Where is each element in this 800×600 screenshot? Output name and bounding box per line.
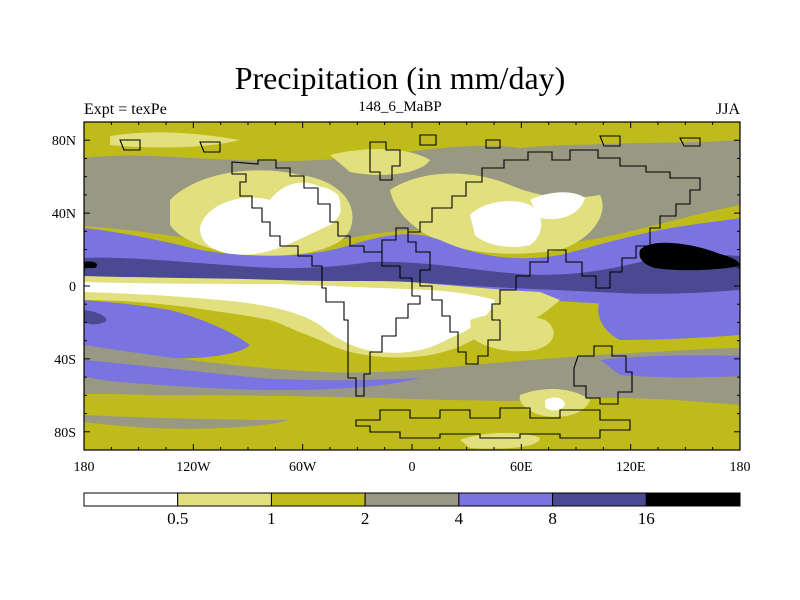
x-tick-label: 60E (510, 460, 533, 475)
colorbar-swatch (364, 492, 460, 507)
colorbar-swatch (270, 492, 366, 507)
colorbar-swatch (552, 492, 647, 507)
x-tick-label: 180 (74, 460, 95, 475)
coastline-arctic-islands (119, 134, 701, 153)
map-title: Precipitation (in mm/day) (234, 60, 566, 96)
coastline-greenland (369, 141, 401, 181)
field-darkblue-itcz (84, 254, 740, 294)
coastline-americas (231, 159, 421, 397)
axis-tick-labels: 180 120W 60W 0 60E 120E 180 80N 40N 0 40S 80S (52, 134, 751, 475)
x-tick-label: 120E (616, 460, 646, 475)
coastline-europe (381, 227, 409, 252)
field-white-ant (545, 397, 565, 411)
field-lavender-sh-east (598, 295, 740, 340)
colorbar (83, 492, 741, 507)
colorbar-swatch (645, 492, 741, 507)
coastlines (119, 134, 701, 439)
field-lavender-so (84, 360, 420, 390)
coastline-australia (573, 345, 633, 405)
precip-field (84, 122, 740, 450)
colorbar-swatch (177, 492, 272, 507)
field-lavender-so-east (600, 355, 740, 378)
y-tick-label: 0 (69, 280, 76, 295)
field-white-na2 (289, 186, 341, 222)
colorbar-swatch (458, 492, 554, 507)
field-black-itcz (84, 261, 97, 268)
colorbar-swatch (83, 492, 179, 507)
y-tick-label: 80N (52, 134, 76, 149)
x-tick-label: 180 (730, 460, 751, 475)
time-label: 148_6_MaBP (358, 99, 442, 115)
field-lightyellow-safr (470, 314, 554, 352)
colorbar-labels: 0.5 1 2 4 8 16 (167, 509, 655, 528)
colorbar-level-label: 1 (267, 509, 276, 528)
x-tick-label: 120W (176, 460, 211, 475)
season-label: JJA (715, 101, 740, 118)
field-white-eq (84, 282, 495, 353)
colorbar-level-label: 2 (361, 509, 370, 528)
coastline-africa-eurasia (407, 149, 701, 365)
field-white-asia2 (530, 192, 585, 220)
field-gray-so (84, 345, 740, 405)
colorbar-level-label: 16 (638, 509, 655, 528)
colorbar-level-label: 8 (548, 509, 557, 528)
experiment-label: Expt = texPe (84, 101, 167, 118)
field-lightyellow-arctic (110, 132, 240, 148)
field-black-wpac (639, 242, 740, 271)
y-tick-label: 40N (52, 207, 76, 222)
field-olive-sh (84, 300, 740, 371)
field-olive-arctic (84, 122, 740, 152)
field-lightyellow-arctic-asia (330, 148, 430, 175)
coastline-antarctica (355, 407, 631, 439)
x-tick-label: 0 (409, 460, 416, 475)
colorbar-level-label: 4 (455, 509, 464, 528)
x-tick-label: 60W (289, 460, 317, 475)
field-white-asia (470, 201, 542, 247)
axis-ticks (83, 121, 741, 451)
field-darkblue-sh (84, 310, 107, 325)
field-lavender-sh (84, 300, 250, 359)
colorbar-level-label: 0.5 (167, 509, 188, 528)
y-tick-label: 80S (54, 426, 76, 441)
field-gray-so2 (84, 415, 290, 429)
y-tick-label: 40S (54, 353, 76, 368)
